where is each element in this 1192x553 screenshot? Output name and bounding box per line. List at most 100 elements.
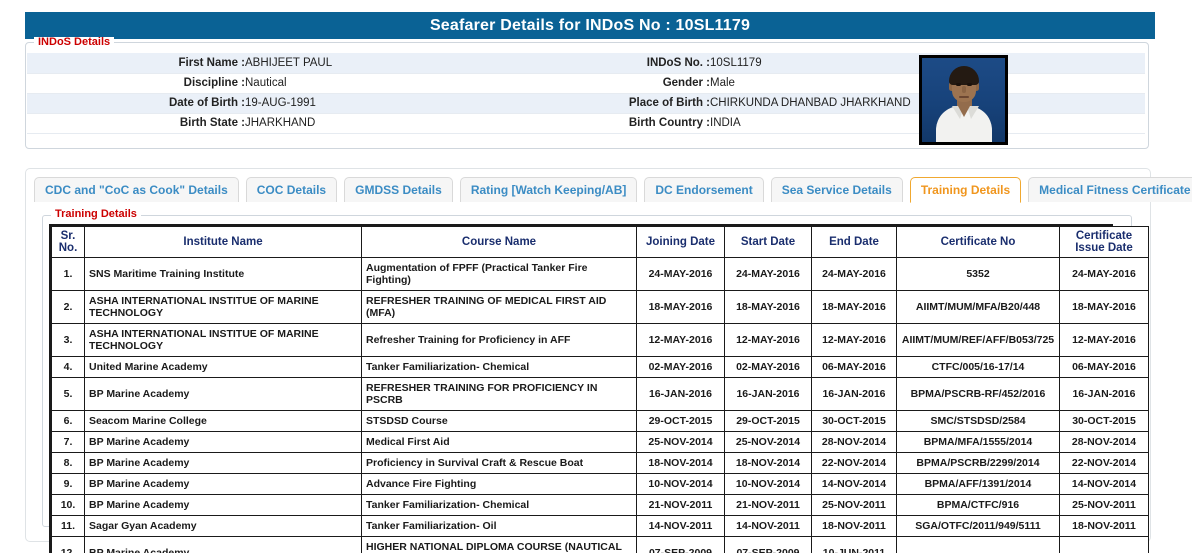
- photo-spacer-cell: [1050, 113, 1145, 134]
- cell-joining-date: 21-NOV-2011: [636, 494, 725, 516]
- cell-course-name: Tanker Familiarization- Chemical: [361, 494, 637, 516]
- table-row: 2. ASHA INTERNATIONAL INSTITUE OF MARINE…: [51, 290, 1149, 324]
- cell-institute-name: United Marine Academy: [84, 356, 362, 378]
- cell-sr-no: 6.: [51, 410, 85, 432]
- table-row: 12. BP Marine Academy HIGHER NATIONAL DI…: [51, 536, 1149, 553]
- cell-joining-date: 10-NOV-2014: [636, 473, 725, 495]
- cell-joining-date: 16-JAN-2016: [636, 377, 725, 411]
- tab-medical-fitness-certificate[interactable]: Medical Fitness Certificate: [1028, 177, 1192, 202]
- cell-certificate-no: AIIMT/MUM/MFA/B20/448: [896, 290, 1060, 324]
- column-header-joining-date: Joining Date: [636, 226, 725, 258]
- cell-certificate-no: CTFC/005/16-17/14: [896, 356, 1060, 378]
- tab-gmdss-details[interactable]: GMDSS Details: [344, 177, 453, 202]
- cell-course-name: REFRESHER TRAINING OF MEDICAL FIRST AID …: [361, 290, 637, 324]
- avatar: [919, 55, 1008, 145]
- cell-certificate-issue-date: 28-NOV-2014: [1059, 431, 1149, 453]
- photo-nose: [962, 86, 966, 93]
- tab-coc-details[interactable]: COC Details: [245, 177, 338, 202]
- cell-end-date: 30-OCT-2015: [811, 410, 897, 432]
- cell-end-date: 10-JUN-2011: [811, 536, 897, 553]
- column-header-certificate-issue-date: Certificate Issue Date: [1059, 226, 1149, 258]
- discipline-value: Nautical: [245, 73, 575, 94]
- cell-certificate-issue-date: 18-NOV-2011: [1059, 515, 1149, 537]
- photo-collar-right: [967, 106, 979, 119]
- discipline-label: Discipline :: [27, 73, 245, 94]
- cell-course-name: REFRESHER TRAINING FOR PROFICIENCY IN PS…: [361, 377, 637, 411]
- cell-institute-name: BP Marine Academy: [84, 431, 362, 453]
- tab-dc-endorsement[interactable]: DC Endorsement: [644, 177, 764, 202]
- photo-eye-right: [967, 83, 972, 86]
- cell-certificate-no: BPMA/AFF/1391/2014: [896, 473, 1060, 495]
- cell-start-date: 07-SEP-2009: [724, 536, 812, 553]
- cell-course-name: Tanker Familiarization- Oil: [361, 515, 637, 537]
- photo-spacer-cell: [1050, 53, 1145, 74]
- cell-institute-name: Seacom Marine College: [84, 410, 362, 432]
- cell-joining-date: 07-SEP-2009: [636, 536, 725, 553]
- cell-start-date: 24-MAY-2016: [724, 257, 812, 291]
- cell-joining-date: 25-NOV-2014: [636, 431, 725, 453]
- cell-institute-name: Sagar Gyan Academy: [84, 515, 362, 537]
- cell-certificate-issue-date: 06-MAY-2016: [1059, 356, 1149, 378]
- table-row: 6. Seacom Marine College STSDSD Course 2…: [51, 410, 1149, 432]
- photo-spacer-cell: [1050, 73, 1145, 94]
- cell-joining-date: 18-MAY-2016: [636, 290, 725, 324]
- first-name-value: ABHIJEET PAUL: [245, 53, 575, 74]
- table-row: 7. BP Marine Academy Medical First Aid 2…: [51, 431, 1149, 453]
- photo-vneck: [958, 106, 970, 117]
- cell-certificate-no: SMC/STSDSD/2584: [896, 410, 1060, 432]
- cell-end-date: 14-NOV-2014: [811, 473, 897, 495]
- cell-start-date: 12-MAY-2016: [724, 323, 812, 357]
- cell-certificate-issue-date: [1059, 536, 1149, 553]
- table-row: 11. Sagar Gyan Academy Tanker Familiariz…: [51, 515, 1149, 537]
- cell-sr-no: 10.: [51, 494, 85, 516]
- issue-date-line2: Issue Date: [1075, 242, 1133, 254]
- tab-cdc-coc-as-cook-details[interactable]: CDC and "CoC as Cook" Details: [34, 177, 239, 202]
- tab-sea-service-details[interactable]: Sea Service Details: [770, 177, 903, 202]
- cell-end-date: 18-MAY-2016: [811, 290, 897, 324]
- training-details-panel: Training Details Sr. No. Institute Name …: [42, 209, 1149, 553]
- cell-end-date: 18-NOV-2011: [811, 515, 897, 537]
- cell-sr-no: 11.: [51, 515, 85, 537]
- cell-certificate-no: SGA/OTFC/2011/949/5111: [896, 515, 1060, 537]
- column-header-start-date: Start Date: [724, 226, 812, 258]
- cell-sr-no: 8.: [51, 452, 85, 474]
- birth-state-value: JHARKHAND: [245, 113, 575, 134]
- table-row: 4. United Marine Academy Tanker Familiar…: [51, 356, 1149, 378]
- cell-end-date: 25-NOV-2011: [811, 494, 897, 516]
- cell-sr-no: 9.: [51, 473, 85, 495]
- cell-start-date: 10-NOV-2014: [724, 473, 812, 495]
- sr-no-line1: Sr.: [60, 230, 76, 242]
- cell-certificate-issue-date: 22-NOV-2014: [1059, 452, 1149, 474]
- cell-institute-name: BP Marine Academy: [84, 536, 362, 553]
- cell-certificate-no: BPMA/PSCRB-RF/452/2016: [896, 377, 1060, 411]
- cell-course-name: Tanker Familiarization- Chemical: [361, 356, 637, 378]
- tab-training-details[interactable]: Training Details: [909, 177, 1022, 203]
- cell-certificate-no: 5352: [896, 257, 1060, 291]
- training-table-body: 1. SNS Maritime Training Institute Augme…: [51, 257, 1149, 553]
- cell-joining-date: 18-NOV-2014: [636, 452, 725, 474]
- cell-joining-date: 14-NOV-2011: [636, 515, 725, 537]
- cell-institute-name: ASHA INTERNATIONAL INSTITUE OF MARINE TE…: [84, 323, 362, 357]
- training-details-table: Sr. No. Institute Name Course Name Joini…: [51, 226, 1149, 553]
- tab-rating-watch-keeping-ab[interactable]: Rating [Watch Keeping/AB]: [459, 177, 638, 202]
- photo-mouth: [959, 96, 969, 98]
- indos-details-legend: INDoS Details: [34, 37, 115, 48]
- training-details-legend: Training Details: [51, 209, 141, 220]
- table-row: 1. SNS Maritime Training Institute Augme…: [51, 257, 1149, 291]
- cell-course-name: STSDSD Course: [361, 410, 637, 432]
- column-header-end-date: End Date: [811, 226, 897, 258]
- date-of-birth-value: 19-AUG-1991: [245, 93, 575, 114]
- cell-end-date: 28-NOV-2014: [811, 431, 897, 453]
- photo-eyebrow-left: [955, 80, 961, 82]
- cell-start-date: 02-MAY-2016: [724, 356, 812, 378]
- cell-certificate-no: BPMA/PSCRB/2299/2014: [896, 452, 1060, 474]
- page-title: Seafarer Details for INDoS No : 10SL1179: [25, 12, 1155, 39]
- cell-joining-date: 12-MAY-2016: [636, 323, 725, 357]
- table-row: 8. BP Marine Academy Proficiency in Surv…: [51, 452, 1149, 474]
- cell-course-name: Medical First Aid: [361, 431, 637, 453]
- photo-neck: [957, 99, 972, 109]
- issue-date-line1: Certificate: [1075, 230, 1133, 242]
- cell-start-date: 18-NOV-2014: [724, 452, 812, 474]
- cell-course-name: Proficiency in Survival Craft & Rescue B…: [361, 452, 637, 474]
